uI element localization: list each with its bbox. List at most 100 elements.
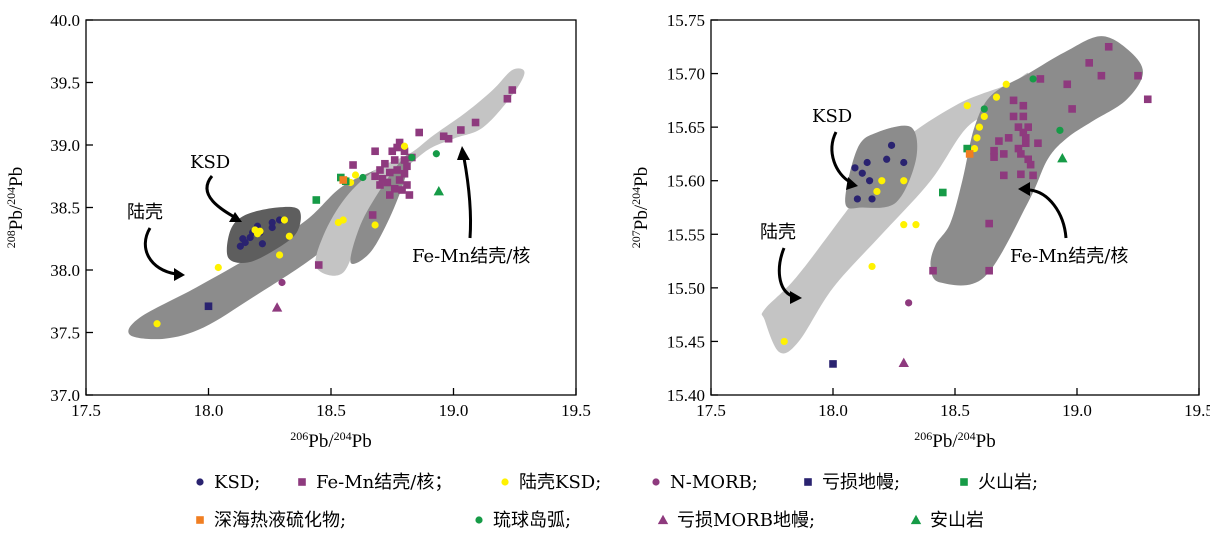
point-fe_mn — [1014, 123, 1023, 131]
legend-label: 安山岩 — [930, 510, 984, 531]
point-fe_mn — [1009, 96, 1018, 105]
point-crust_ksd — [351, 171, 360, 179]
point-volcanic — [939, 188, 947, 197]
point-fe_mn — [390, 184, 399, 193]
point-fe_mn — [386, 168, 394, 177]
annotation-femn: Fe-Mn结壳/核 — [412, 246, 530, 267]
point-fe_mn — [1024, 123, 1032, 131]
point-fe_mn — [1021, 134, 1030, 142]
annotation-ksd-arrow — [205, 175, 237, 220]
point-ksd — [883, 155, 891, 163]
y-tick-label: 15.50 — [667, 279, 705, 298]
point-fe_mn — [393, 143, 401, 152]
point-fe_mn — [349, 161, 357, 169]
annotation-ksd: KSD — [812, 106, 852, 127]
point-fe_mn — [381, 159, 389, 168]
point-fe_mn — [508, 86, 517, 94]
point-fe_mn — [444, 134, 453, 143]
point-crust_ksd — [285, 232, 293, 240]
point-crust_ksd — [878, 177, 886, 185]
point-crust_ksd — [275, 251, 284, 259]
point-fe_mn — [1034, 139, 1042, 148]
x-tick-label: 17.5 — [71, 401, 101, 420]
point-fe_mn — [405, 191, 414, 199]
point-fe_mn — [1019, 128, 1028, 137]
point-fe_mn — [1036, 75, 1045, 83]
point-fe_mn — [471, 118, 480, 127]
legend-label: N-MORB; — [670, 472, 758, 493]
point-fe_mn — [1104, 42, 1113, 51]
legend-item-ksd: KSD; — [196, 472, 260, 493]
point-depleted_mantle — [204, 302, 213, 311]
point-fe_mn — [388, 147, 397, 156]
field-layer — [761, 36, 1143, 354]
annotation-crust-arrow — [777, 247, 793, 298]
point-volcanic — [312, 196, 321, 204]
point-fe_mn — [985, 266, 993, 275]
legend-label: Fe-Mn结壳/核； — [316, 472, 452, 493]
point-crust_ksd — [900, 177, 908, 185]
legend-marker-ksd — [196, 478, 204, 486]
point-crust_ksd — [371, 221, 379, 229]
point-fe_mn — [990, 146, 998, 155]
field-Fe-Mn结壳/核 — [930, 36, 1143, 286]
legend-item-fe_mn: Fe-Mn结壳/核； — [298, 472, 452, 493]
point-ksd — [851, 164, 859, 172]
point-fe_mn — [1068, 105, 1076, 113]
point-ksd — [241, 238, 249, 247]
point-n_morb — [905, 299, 913, 307]
annotation-femn-arrowhead — [1018, 182, 1030, 196]
point-n_morb — [278, 278, 286, 287]
point-fe_mn — [1024, 155, 1032, 164]
point-fe_mn — [985, 219, 993, 228]
tick-layer: 17.5 18.0 18.5 19.0 19.5 37.0 37.5 38.0 38.5 39.0… — [50, 11, 591, 420]
legend-item-depleted_mantle: 亏损地幔; — [804, 472, 900, 493]
point-fe_mn — [1026, 160, 1035, 169]
point-crust_ksd — [400, 142, 409, 150]
point-fe_mn — [1000, 150, 1008, 158]
point-hydrothermal — [339, 176, 348, 184]
point-fe_mn — [400, 156, 409, 164]
point-ksd — [900, 158, 908, 167]
point-depleted_morb — [271, 302, 283, 312]
point-andesite — [433, 186, 444, 196]
point-fe_mn — [1029, 171, 1037, 180]
point-crust_ksd — [963, 102, 971, 110]
legend-item-ryukyu: 琉球岛弧; — [475, 510, 571, 531]
point-crust_ksd — [912, 221, 920, 229]
y-tick-label: 15.65 — [667, 118, 705, 137]
point-ryukyu — [980, 105, 988, 113]
point-ksd — [236, 242, 244, 250]
point-fe_mn — [929, 266, 937, 275]
point-fe_mn — [415, 128, 423, 137]
annotation-crust: 陆壳 — [760, 222, 796, 243]
point-crust_ksd — [868, 262, 876, 271]
point-fe_mn — [393, 166, 401, 174]
point-andesite — [1057, 153, 1068, 163]
y-tick-label: 15.40 — [667, 386, 705, 405]
point-fe_mn — [995, 137, 1003, 145]
legend-label: 火山岩; — [978, 472, 1038, 493]
annotation-femn-arrowhead — [457, 146, 470, 160]
point-crust_ksd — [973, 134, 981, 142]
point-crust_ksd — [256, 227, 264, 235]
x-tick-label: 18.0 — [194, 401, 224, 420]
point-fe_mn — [1021, 139, 1030, 148]
legend: KSD; Fe-Mn结壳/核； 陆壳KSD; N-MORB; 亏损地幔; 火山岩; 深海热液… — [196, 472, 1038, 531]
annotation-crust: 陆壳 — [127, 202, 163, 223]
y-tick-label: 37.5 — [50, 324, 80, 343]
annotation-ksd-arrowhead — [229, 212, 242, 222]
point-fe_mn — [1009, 112, 1018, 121]
point-fe_mn — [403, 162, 411, 171]
point-ksd — [866, 177, 874, 185]
chart-207-vs-206: 17.5 18.0 18.5 19.0 19.5 15.40 15.45 15.50 15.55… — [629, 11, 1210, 452]
point-ryukyu — [432, 150, 440, 158]
point-fe_mn — [378, 174, 387, 183]
point-ksd — [858, 169, 866, 177]
legend-label: 亏损地幔; — [822, 472, 900, 493]
point-ksd — [268, 218, 276, 227]
tick-layer: 17.5 18.0 18.5 19.0 19.5 15.40 15.45 15.50 15.55… — [667, 11, 1210, 420]
point-fe_mn — [386, 191, 394, 199]
annotation-femn-arrow — [462, 157, 473, 239]
